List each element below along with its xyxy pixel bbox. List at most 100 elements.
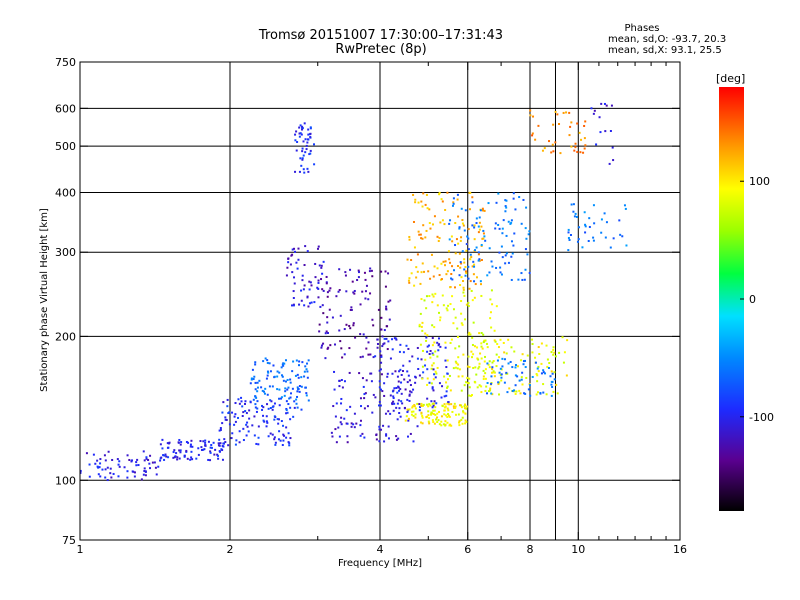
data-point [233,415,236,418]
data-point [329,344,332,347]
data-point [514,392,517,395]
data-point [224,418,227,421]
data-point [621,235,624,238]
data-point [479,283,482,286]
data-point [464,265,467,268]
data-point [297,247,300,250]
data-point [406,408,409,411]
data-point [534,138,537,141]
data-point [337,290,340,293]
data-point [573,149,576,152]
data-point [353,426,356,429]
data-point [457,421,460,424]
data-point [337,426,340,429]
data-point [490,326,493,329]
data-point [468,386,471,389]
data-point [338,385,341,388]
data-point [458,252,461,255]
data-point [468,287,471,290]
data-point [287,403,290,406]
data-point [486,346,489,349]
data-point [335,441,338,444]
data-point [464,274,467,277]
data-point [267,371,270,374]
data-point [412,440,415,443]
data-point [351,280,354,283]
data-point [440,396,443,399]
data-point [154,466,157,469]
data-point [608,162,611,165]
data-point [438,237,441,240]
data-point [228,411,231,414]
data-point [467,394,470,397]
data-point [391,338,394,341]
data-point [552,346,555,349]
data-point [253,375,256,378]
data-point [383,329,386,332]
data-point [292,290,295,293]
data-point [364,278,367,281]
data-point [380,316,383,319]
data-point [363,393,366,396]
data-point [253,434,256,437]
data-point [381,345,384,348]
data-point [288,442,291,445]
data-point [364,297,367,300]
data-point [495,365,498,368]
data-point [504,254,507,257]
data-point [551,380,554,383]
data-point [467,277,470,280]
data-point [414,381,417,384]
data-point [454,413,457,416]
data-point [489,389,492,392]
data-point [145,457,148,460]
data-point [528,230,531,233]
data-point [493,371,496,374]
data-point [295,359,298,362]
data-point [480,357,483,360]
data-point [481,207,484,210]
data-point [271,433,274,436]
data-point [449,303,452,306]
data-point [471,336,474,339]
data-point [459,284,462,287]
data-point [407,417,410,420]
data-point [242,427,245,430]
data-point [441,294,444,297]
data-point [625,244,628,247]
data-point [491,393,494,396]
data-point [513,350,516,353]
data-point [99,475,102,478]
data-point [419,233,422,236]
data-point [106,466,109,469]
data-point [251,368,254,371]
data-point [460,322,463,325]
data-point [550,370,553,373]
data-point [481,209,484,212]
data-point [516,375,519,378]
data-point [431,337,434,340]
data-point [404,419,407,422]
data-point [430,253,433,256]
data-point [580,138,583,141]
data-point [276,370,279,373]
data-point [417,367,420,370]
data-point [273,438,276,441]
data-point [552,353,555,356]
data-point [610,104,613,107]
data-point [266,361,269,364]
data-point [469,258,472,261]
data-point [316,286,319,289]
data-point [403,406,406,409]
data-point [418,233,421,236]
data-point [334,343,337,346]
data-point [431,344,434,347]
data-point [446,402,449,405]
data-point [505,252,508,255]
data-point [303,264,306,267]
data-point [278,371,281,374]
y-tick-label: 200 [55,330,76,343]
data-point [306,138,309,141]
data-point [514,364,517,367]
data-point [172,456,175,459]
